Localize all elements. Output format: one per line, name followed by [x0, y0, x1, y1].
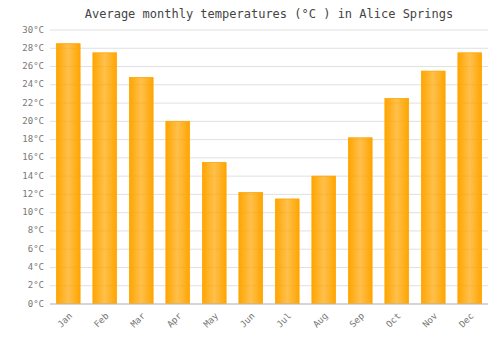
bar [239, 193, 263, 304]
bars [56, 44, 481, 304]
y-tick-label: 6°C [28, 244, 44, 254]
y-tick-label: 4°C [28, 262, 44, 272]
grid-line [50, 30, 488, 31]
x-tick-label: Nov [421, 311, 440, 330]
x-tick-label: May [202, 310, 221, 329]
y-tick-label: 18°C [22, 134, 44, 144]
bar [93, 53, 117, 304]
bar [458, 53, 482, 304]
x-tick-label: Oct [384, 311, 403, 330]
bar [348, 138, 372, 304]
bar [166, 121, 190, 304]
y-tick-label: 26°C [22, 61, 44, 71]
y-tick-label: 2°C [28, 280, 44, 290]
y-tick-label: 14°C [22, 171, 44, 181]
x-tick-label: Sep [348, 311, 367, 330]
y-tick-label: 20°C [22, 116, 44, 126]
y-axis: 0°C 2°C 4°C 6°C 8°C 10°C 12°C 14°C 16°C 18°C 20°C 2… [22, 25, 44, 309]
x-tick-label: Jul [275, 311, 294, 330]
bar [202, 162, 226, 304]
x-tick-label: Dec [457, 311, 476, 330]
bar [312, 176, 336, 304]
x-tick-label: Jan [56, 311, 75, 330]
y-tick-label: 0°C [28, 299, 44, 309]
x-axis: Jan Feb Mar Apr May Jun Jul Aug Sep Oct Nov Dec [56, 310, 476, 329]
chart: 0°C 2°C 4°C 6°C 8°C 10°C 12°C 14°C 16°C 18°C 20°C 2… [0, 0, 500, 350]
grid [50, 30, 488, 304]
bar [129, 77, 153, 304]
x-axis-line [50, 304, 488, 305]
bar [56, 44, 80, 304]
grid-line [50, 304, 488, 305]
x-tick-label: Mar [129, 310, 148, 329]
y-tick-label: 8°C [28, 225, 44, 235]
grid-line [50, 48, 488, 49]
y-tick-label: 10°C [22, 207, 44, 217]
y-tick-label: 28°C [22, 43, 44, 53]
x-tick-label: Feb [92, 311, 111, 330]
y-tick-label: 30°C [22, 25, 44, 35]
title: Average monthly temperatures (°C ) in Al… [85, 7, 453, 21]
y-tick-label: 16°C [22, 152, 44, 162]
bar [385, 99, 409, 305]
x-tick-label: Jun [238, 311, 257, 330]
x-tick-label: Aug [311, 311, 330, 330]
x-tick-label: Apr [165, 310, 184, 329]
bar [421, 71, 445, 304]
bar [275, 199, 299, 304]
y-tick-label: 12°C [22, 189, 44, 199]
y-tick-label: 22°C [22, 98, 44, 108]
y-tick-label: 24°C [22, 79, 44, 89]
